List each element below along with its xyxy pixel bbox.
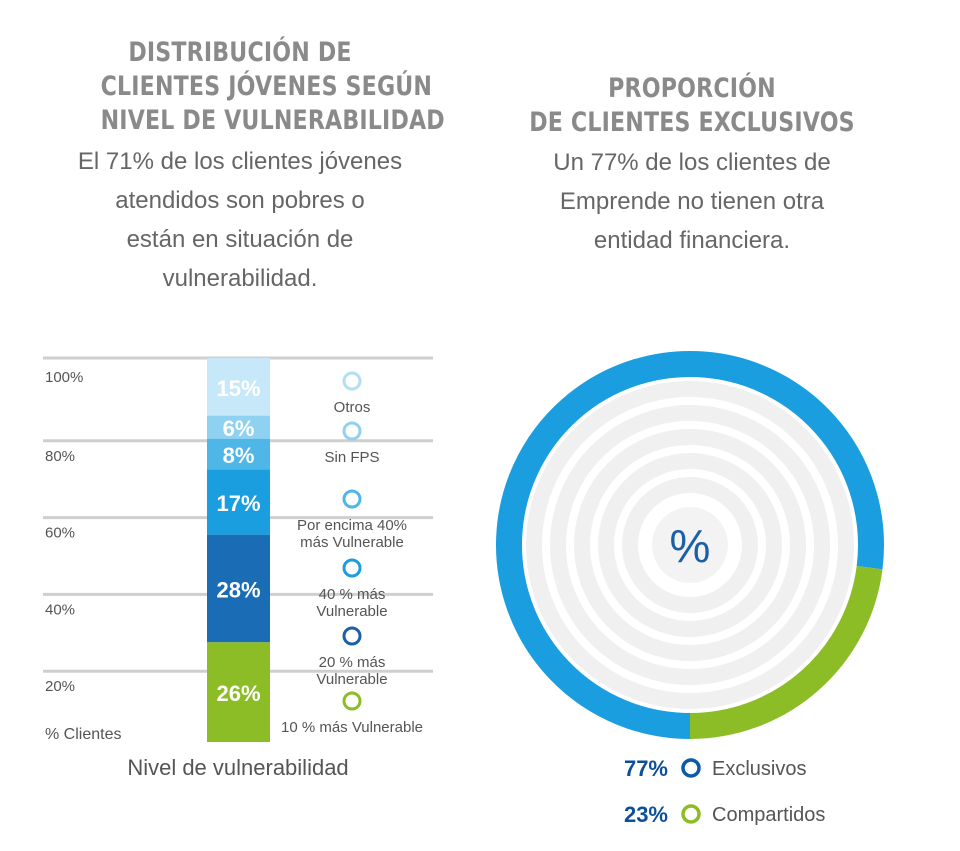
left-title-line: CLIENTES JÓVENES SEGÚN bbox=[100, 71, 433, 102]
bar-segment bbox=[207, 642, 270, 742]
background-ring bbox=[550, 405, 830, 685]
right-title-line: DE CLIENTES EXCLUSIVOS bbox=[529, 107, 855, 138]
legend-marker bbox=[342, 421, 362, 441]
legend-label: 10 % más Vulnerable bbox=[281, 719, 423, 736]
bar-segment bbox=[207, 534, 270, 643]
right-subtitle-line: Un 77% de los clientes de bbox=[553, 149, 831, 176]
right-subtitle-line: Emprende no tienen otra bbox=[559, 188, 825, 215]
y-tick-label: 40% bbox=[45, 601, 75, 618]
bar-segment bbox=[207, 358, 270, 416]
left-title-line: DISTRIBUCIÓN DE bbox=[128, 37, 352, 68]
donut-legend-label: Compartidos bbox=[712, 804, 825, 826]
donut-value-label: 77% bbox=[624, 756, 668, 781]
legend-marker bbox=[342, 691, 362, 711]
right-title: PROPORCIÓN DE CLIENTES EXCLUSIVOS bbox=[528, 72, 856, 140]
y-axis-label: % Clientes bbox=[45, 726, 121, 743]
left-subtitle-line: El 71% de los clientes jóvenes bbox=[77, 148, 403, 175]
legend-label: Vulnerable bbox=[316, 603, 387, 620]
legend-label: más Vulnerable bbox=[300, 534, 404, 551]
left-subtitle-line: vulnerabilidad. bbox=[162, 265, 318, 292]
background-ring bbox=[598, 453, 782, 637]
legend-label: 20 % más bbox=[319, 654, 386, 671]
bar-segment-label: 15% bbox=[216, 376, 260, 401]
right-title-line: PROPORCIÓN bbox=[608, 73, 776, 104]
left-subtitle: El 71% de los clientes jóvenes atendidos… bbox=[40, 142, 440, 298]
background-ring bbox=[574, 429, 806, 661]
legend-label: Sin FPS bbox=[324, 449, 379, 466]
background-ring bbox=[622, 477, 758, 613]
donut-legend-label: Exclusivos bbox=[712, 758, 806, 780]
donut-value-label: 23% bbox=[624, 802, 668, 827]
y-tick-label: 20% bbox=[45, 678, 75, 695]
legend-marker bbox=[342, 626, 362, 646]
donut-slice bbox=[496, 351, 884, 739]
bar-segment-label: 6% bbox=[223, 416, 255, 441]
y-tick-label: 100% bbox=[45, 369, 83, 386]
bar-segment-label: 8% bbox=[223, 443, 255, 468]
bar-segment bbox=[207, 469, 270, 535]
legend-marker bbox=[342, 371, 362, 391]
legend-label: Otros bbox=[334, 399, 371, 416]
x-axis-label: Nivel de vulnerabilidad bbox=[127, 755, 348, 780]
right-subtitle: Un 77% de los clientes de Emprende no ti… bbox=[492, 143, 892, 260]
legend-marker bbox=[342, 489, 362, 509]
background-ring bbox=[526, 381, 854, 709]
legend-label: 40 % más bbox=[319, 586, 386, 603]
y-tick-label: 60% bbox=[45, 525, 75, 542]
center-disc bbox=[652, 507, 728, 583]
center-percent-icon: % bbox=[670, 520, 711, 572]
left-subtitle-line: están en situación de bbox=[126, 226, 354, 253]
donut-slice bbox=[689, 565, 883, 739]
right-subtitle-line: entidad financiera. bbox=[593, 227, 791, 254]
bar-segment bbox=[207, 415, 270, 439]
bar-segment bbox=[207, 438, 270, 470]
bar-segment-label: 26% bbox=[216, 681, 260, 706]
legend-label: Por encima 40% bbox=[297, 517, 407, 534]
legend-marker bbox=[342, 558, 362, 578]
donut-legend-marker bbox=[681, 758, 701, 778]
bar-segment-label: 28% bbox=[216, 577, 260, 602]
left-subtitle-line: atendidos son pobres o bbox=[115, 187, 365, 214]
legend-label: Vulnerable bbox=[316, 671, 387, 688]
bar-segment-label: 17% bbox=[216, 491, 260, 516]
donut-legend-marker bbox=[681, 804, 701, 824]
y-tick-label: 80% bbox=[45, 448, 75, 465]
